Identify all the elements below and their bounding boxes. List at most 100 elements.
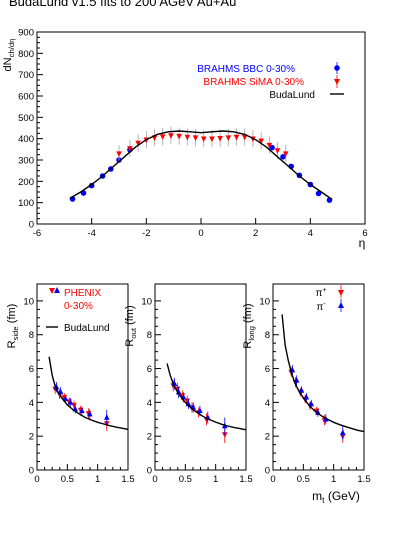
y-axis-label: Rside (fm): [6, 304, 20, 349]
y-tick-label: 8: [29, 330, 34, 341]
budalund-fit-curve: [69, 130, 333, 201]
data-point: [86, 410, 93, 417]
legend-label-piplus: π+: [316, 287, 327, 299]
data-point: [127, 146, 133, 152]
budalund-fit-curve: [166, 363, 247, 431]
x-tick-label: 4: [308, 228, 313, 239]
top-panel-frame: [36, 31, 366, 225]
y-tick-label: 800: [18, 49, 34, 60]
legend-label-sima: BRAHMS SiMA 0-30%: [203, 77, 304, 88]
data-point: [176, 133, 182, 140]
data-point: [282, 151, 289, 157]
data-point: [258, 138, 264, 145]
legend-marker-piplus: [49, 288, 55, 294]
y-tick-label: 10: [23, 296, 34, 307]
data-point: [274, 148, 281, 154]
x-tick-label: 6: [362, 228, 367, 239]
x-tick-label: -2: [142, 228, 150, 239]
x-tick-label: 0.5: [61, 474, 74, 485]
data-point: [200, 136, 207, 143]
data-point: [298, 387, 305, 393]
x-tick-label: -6: [33, 228, 41, 239]
budalund-fit-curve: [281, 314, 365, 433]
x-tick-label: 1.5: [239, 474, 252, 485]
x-tick-label: 1.5: [121, 474, 134, 485]
y-tick-label: 6: [265, 364, 270, 375]
legend-phenix-centrality: 0-30%: [64, 301, 93, 312]
x-tick-label: -4: [87, 228, 95, 239]
y-tick-label: 4: [147, 398, 152, 409]
data-point: [269, 144, 275, 151]
y-axis-label: dNch/dη: [2, 39, 16, 72]
data-point: [303, 393, 310, 400]
data-point: [192, 135, 199, 141]
legend-label-bbc: BRAHMS BBC 0-30%: [197, 64, 295, 75]
x-axis-label: mt (GeV): [312, 489, 360, 505]
x-tick-label: 0: [152, 474, 157, 485]
data-point: [308, 400, 315, 407]
figure-title: BudaLund v1.5 fits to 200 AGeV Au+Au: [9, 0, 237, 9]
legend-label-piminus: π-: [316, 301, 326, 313]
data-point: [175, 388, 182, 395]
x-tick-label: 2: [253, 228, 258, 239]
legend-marker-piminus: [54, 287, 60, 293]
data-point: [184, 134, 191, 141]
y-tick-label: 400: [18, 134, 34, 145]
y-tick-label: 2: [29, 432, 34, 443]
y-tick-label: 4: [29, 398, 34, 409]
data-point: [217, 136, 223, 142]
y-tick-label: 6: [147, 364, 152, 375]
y-tick-label: 10: [259, 296, 270, 307]
data-point: [221, 432, 228, 438]
data-point: [315, 190, 322, 197]
x-tick-label: 1.5: [357, 474, 370, 485]
y-axis-label: Rlong (fm): [242, 303, 256, 348]
data-point: [293, 376, 300, 383]
data-point: [116, 151, 122, 157]
y-tick-label: 0: [29, 466, 34, 477]
data-point: [339, 429, 346, 435]
data-point: [103, 414, 110, 420]
y-tick-label: 8: [265, 330, 270, 341]
data-point: [241, 134, 248, 141]
y-tick-label: 0: [147, 466, 152, 477]
y-tick-label: 100: [18, 198, 34, 209]
y-tick-label: 500: [18, 113, 34, 124]
y-tick-label: 700: [18, 70, 34, 81]
y-tick-label: 0: [29, 220, 34, 231]
data-point: [67, 398, 74, 405]
x-tick-label: 0: [198, 228, 203, 239]
y-tick-label: 600: [18, 92, 34, 103]
data-point: [53, 383, 60, 390]
radius-panel-2-frame: [154, 283, 247, 471]
x-tick-label: 0.5: [179, 474, 192, 485]
y-tick-label: 300: [18, 156, 34, 167]
data-point: [79, 407, 85, 414]
y-tick-label: 2: [147, 432, 152, 443]
data-point: [135, 140, 141, 147]
legend-label-fit: BudaLund: [64, 323, 110, 334]
x-tick-label: 0: [270, 474, 275, 485]
x-tick-label: 1: [331, 474, 336, 485]
y-tick-label: 4: [265, 398, 270, 409]
data-point: [197, 407, 203, 414]
x-tick-label: 0.5: [297, 474, 310, 485]
y-tick-label: 0: [265, 466, 270, 477]
data-point: [168, 133, 174, 139]
x-tick-label: 0: [34, 474, 39, 485]
y-tick-label: 900: [18, 28, 34, 39]
y-tick-label: 8: [147, 330, 152, 341]
legend-phenix: PHENIX: [64, 288, 102, 299]
legend-label-fit: BudaLund: [269, 90, 315, 101]
y-tick-label: 200: [18, 177, 34, 188]
data-point: [315, 409, 321, 415]
y-tick-label: 10: [141, 296, 152, 307]
data-point: [209, 136, 215, 143]
x-tick-label: 1: [95, 474, 100, 485]
data-point: [280, 154, 286, 160]
data-point: [159, 134, 166, 140]
x-axis-label: η: [359, 236, 366, 250]
data-point: [266, 142, 273, 149]
data-point: [225, 135, 232, 141]
